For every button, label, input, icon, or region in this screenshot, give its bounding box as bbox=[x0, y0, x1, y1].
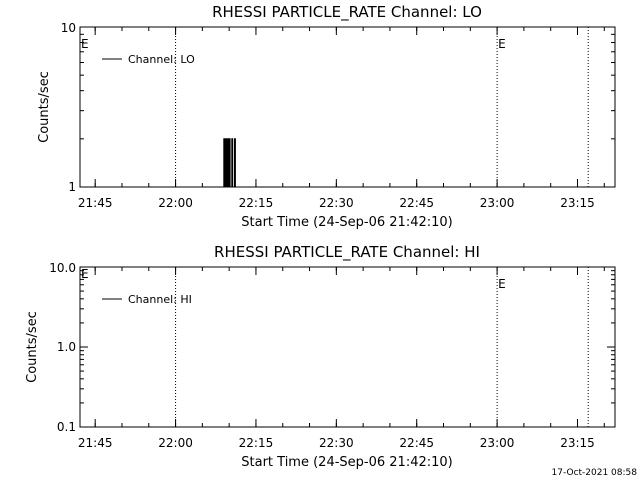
chart-lo-legend-entry: Channel: LO bbox=[128, 53, 195, 66]
footer-timestamp: 17-Oct-2021 08:58 bbox=[552, 468, 638, 478]
chart-lo-x-tick-label: 22:45 bbox=[399, 196, 434, 210]
chart-hi-y-tick-label-10.0: 10.0 bbox=[49, 261, 76, 275]
chart-lo-series bbox=[222, 138, 238, 188]
chart-lo-x-tick-label: 23:00 bbox=[480, 196, 515, 210]
chart-lo-x-tick-label: 22:30 bbox=[319, 196, 354, 210]
chart-hi-title: RHESSI PARTICLE_RATE Channel: HI bbox=[214, 243, 480, 262]
chart-lo-title: RHESSI PARTICLE_RATE Channel: LO bbox=[212, 3, 482, 22]
chart-lo-y-tick-label-10: 10 bbox=[61, 21, 76, 35]
chart-hi-x-axis-label: Start Time (24-Sep-06 21:42:10) bbox=[241, 455, 452, 470]
chart-hi-x-ticks: 21:45 22:00 22:15 22:30 22:45 23:00 23:15 bbox=[78, 267, 605, 450]
chart-lo-y-minor-ticks bbox=[80, 33, 615, 188]
chart-lo-left-marker-label: E bbox=[81, 37, 89, 51]
chart-lo-series-line bbox=[222, 138, 238, 188]
chart-hi-event-label: E bbox=[498, 277, 506, 291]
chart-hi-y-minor-ticks bbox=[80, 270, 615, 428]
chart-hi-left-marker-label: E bbox=[81, 267, 89, 281]
chart-hi-x-tick-label: 23:00 bbox=[480, 436, 515, 450]
chart-lo-x-tick-label: 22:00 bbox=[158, 196, 193, 210]
chart-hi-x-tick-label: 22:30 bbox=[319, 436, 354, 450]
chart-lo-event-label: E bbox=[498, 37, 506, 51]
chart-hi-event-markers: E bbox=[175, 267, 589, 427]
chart-lo-x-tick-label: 22:15 bbox=[239, 196, 274, 210]
chart-lo-y-axis-label: Counts/sec bbox=[37, 71, 52, 143]
chart-lo-x-tick-label: 23:15 bbox=[560, 196, 595, 210]
chart-lo-plot-frame bbox=[79, 26, 616, 188]
chart-hi-x-tick-label: 22:15 bbox=[239, 436, 274, 450]
chart-lo-x-ticks: 21:45 22:00 22:15 22:30 22:45 23:00 23:15 bbox=[78, 27, 605, 210]
chart-lo-y-tick-label-1: 1 bbox=[68, 180, 76, 194]
chart-hi-x-tick-label: 23:15 bbox=[560, 436, 595, 450]
chart-lo: RHESSI PARTICLE_RATE Channel: LO Counts/… bbox=[37, 3, 616, 230]
chart-hi-x-tick-label: 22:00 bbox=[158, 436, 193, 450]
chart-lo-event-markers: E bbox=[175, 27, 589, 187]
chart-hi-x-tick-label: 21:45 bbox=[78, 436, 113, 450]
chart-hi-y-tick-label-0.1: 0.1 bbox=[57, 420, 76, 434]
chart-hi-legend-entry: Channel: HI bbox=[128, 293, 192, 306]
chart-hi: RHESSI PARTICLE_RATE Channel: HI Counts/… bbox=[25, 243, 616, 470]
chart-hi-y-tick-label-1.0: 1.0 bbox=[57, 340, 76, 354]
chart-lo-x-tick-label: 21:45 bbox=[78, 196, 113, 210]
chart-hi-y-axis-label: Counts/sec bbox=[25, 311, 40, 383]
chart-lo-x-axis-label: Start Time (24-Sep-06 21:42:10) bbox=[241, 215, 452, 230]
chart-hi-x-tick-label: 22:45 bbox=[399, 436, 434, 450]
